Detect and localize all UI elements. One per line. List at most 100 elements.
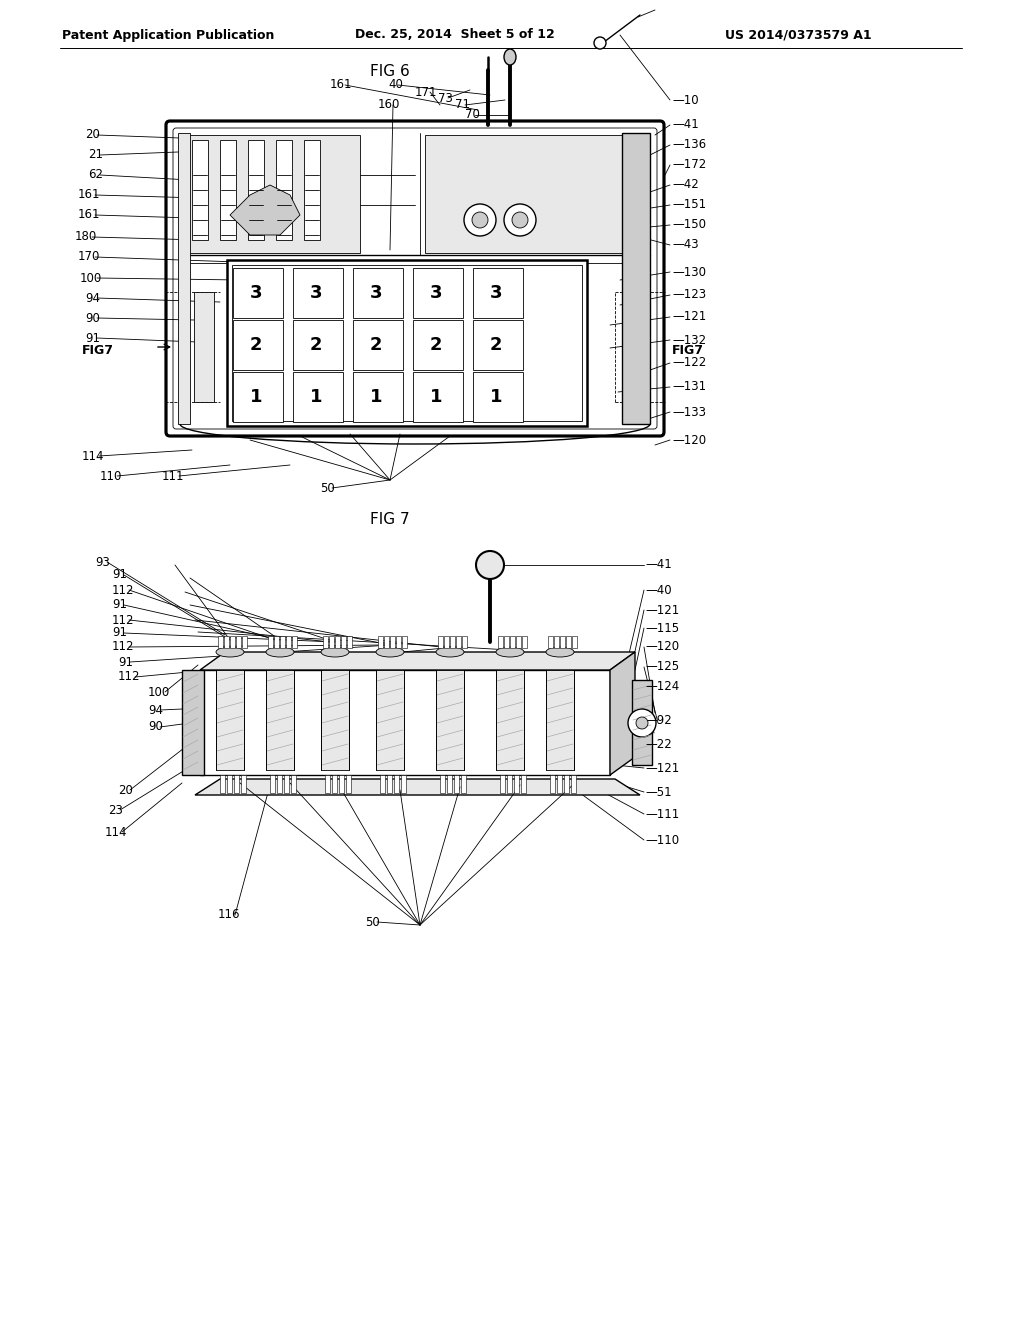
Bar	[234, 775, 239, 793]
Bar	[224, 636, 229, 648]
Bar	[402, 636, 407, 648]
Bar	[220, 775, 225, 793]
Bar	[227, 260, 587, 426]
Bar	[346, 775, 351, 793]
Bar	[500, 775, 505, 793]
Text: —151: —151	[672, 198, 707, 211]
Bar	[323, 636, 328, 648]
Bar	[572, 636, 577, 648]
Bar	[268, 636, 273, 648]
Text: 112: 112	[112, 583, 134, 597]
Text: 90: 90	[85, 312, 100, 325]
Text: —150: —150	[672, 219, 706, 231]
Polygon shape	[200, 652, 635, 671]
Text: 94: 94	[85, 292, 100, 305]
Text: 91: 91	[112, 627, 127, 639]
Bar	[571, 775, 575, 793]
Text: 160: 160	[378, 99, 400, 111]
Bar	[347, 636, 352, 648]
Bar	[632, 680, 652, 766]
Text: 114: 114	[82, 450, 104, 462]
Text: —42: —42	[672, 178, 698, 191]
Text: 111: 111	[162, 470, 184, 483]
Text: —130: —130	[672, 265, 706, 279]
Text: 161: 161	[330, 78, 352, 91]
Bar	[232, 265, 582, 421]
Text: 73: 73	[438, 91, 453, 104]
Text: Patent Application Publication: Patent Application Publication	[62, 29, 274, 41]
Bar	[522, 636, 527, 648]
Text: 1: 1	[430, 388, 442, 407]
Text: —115: —115	[645, 622, 679, 635]
Text: —172: —172	[672, 158, 707, 172]
Circle shape	[476, 550, 504, 579]
Text: —92: —92	[645, 714, 672, 726]
Text: —40: —40	[645, 583, 672, 597]
Bar	[566, 636, 571, 648]
Text: —51: —51	[645, 785, 672, 799]
Text: 62: 62	[88, 169, 103, 181]
Bar	[387, 775, 392, 793]
Text: 2: 2	[309, 337, 323, 354]
Text: 91: 91	[112, 598, 127, 611]
Ellipse shape	[504, 49, 516, 65]
Text: 20: 20	[118, 784, 133, 796]
Text: 2: 2	[489, 337, 502, 354]
Circle shape	[512, 213, 528, 228]
Bar	[564, 775, 569, 793]
Bar	[241, 775, 246, 793]
Bar	[440, 775, 445, 793]
Circle shape	[464, 205, 496, 236]
Text: —111: —111	[645, 808, 679, 821]
Text: —125: —125	[645, 660, 679, 673]
Bar	[504, 636, 509, 648]
Bar	[178, 133, 190, 424]
Bar	[339, 775, 344, 793]
Bar	[270, 775, 275, 793]
Text: 161: 161	[78, 189, 100, 202]
Bar	[280, 636, 285, 648]
Polygon shape	[610, 652, 635, 775]
Bar	[194, 292, 214, 403]
Text: 3: 3	[430, 284, 442, 302]
Bar	[292, 636, 297, 648]
Bar	[293, 372, 343, 422]
Text: 114: 114	[105, 825, 128, 838]
Bar	[380, 775, 385, 793]
Bar	[413, 372, 463, 422]
Text: FIG 6: FIG 6	[370, 65, 410, 79]
Bar	[401, 775, 406, 793]
Bar	[554, 636, 559, 648]
Bar	[233, 372, 283, 422]
Bar	[425, 135, 650, 253]
Text: —121: —121	[672, 310, 707, 323]
Bar	[413, 319, 463, 370]
Text: 180: 180	[75, 231, 97, 243]
Text: 2: 2	[370, 337, 382, 354]
Text: 3: 3	[370, 284, 382, 302]
Bar	[180, 135, 360, 253]
Bar	[521, 775, 526, 793]
Text: 170: 170	[78, 251, 100, 264]
Text: 21: 21	[88, 149, 103, 161]
Text: —132: —132	[672, 334, 707, 346]
Bar	[413, 268, 463, 318]
Bar	[353, 319, 403, 370]
Bar	[396, 636, 401, 648]
Circle shape	[472, 213, 488, 228]
Circle shape	[628, 709, 656, 737]
Text: 91: 91	[85, 331, 100, 345]
Ellipse shape	[266, 647, 294, 657]
Bar	[293, 319, 343, 370]
Bar	[473, 268, 523, 318]
Circle shape	[504, 205, 536, 236]
Ellipse shape	[496, 647, 524, 657]
Text: 171: 171	[415, 86, 437, 99]
Bar	[304, 140, 319, 240]
Text: —131: —131	[672, 380, 707, 393]
Bar	[462, 636, 467, 648]
Bar	[182, 671, 204, 775]
FancyBboxPatch shape	[166, 121, 664, 436]
Text: 94: 94	[148, 704, 163, 717]
Bar	[394, 775, 399, 793]
